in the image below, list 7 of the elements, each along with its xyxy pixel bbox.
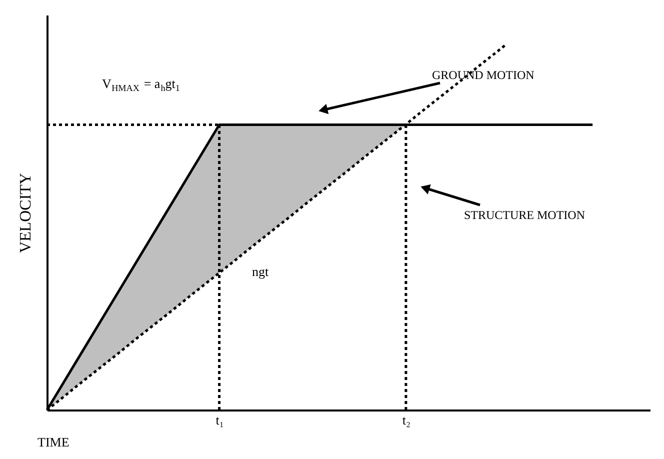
- annotation: ngt: [252, 264, 269, 279]
- x-tick-label: t₁: [216, 412, 224, 428]
- x-axis-title: TIME: [38, 434, 70, 450]
- annotation: STRUCTURE MOTION: [464, 208, 586, 222]
- y-axis-title: VELOCITY: [18, 172, 34, 253]
- x-tick-label: t₂: [402, 412, 411, 428]
- annotation: GROUND MOTION: [432, 68, 535, 82]
